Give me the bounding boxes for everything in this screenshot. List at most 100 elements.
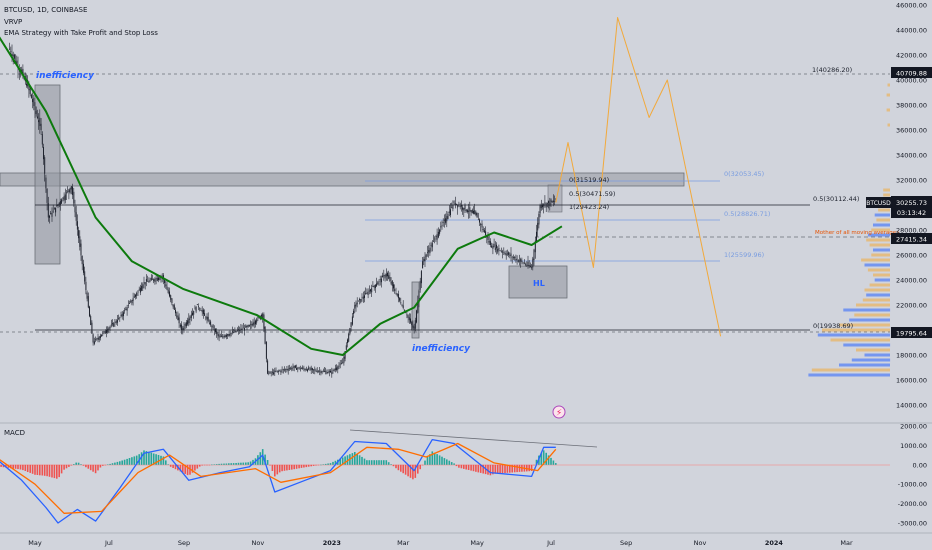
candle-body xyxy=(345,345,347,350)
ema-line[interactable] xyxy=(0,36,563,356)
candle-body xyxy=(90,316,92,325)
macd-histogram-bar xyxy=(535,459,538,465)
candle-body xyxy=(362,296,364,299)
macd-tick-label: 1000.00 xyxy=(900,442,927,450)
lightning-event-icon[interactable]: ⚡ xyxy=(552,405,566,419)
macd-histogram-bar xyxy=(63,464,65,470)
candle-body xyxy=(175,309,176,314)
candle-body xyxy=(445,218,447,223)
candle-body xyxy=(89,306,90,317)
macd-tick-label: -1000.00 xyxy=(898,481,927,489)
drawings[interactable] xyxy=(0,84,685,339)
indicator-vrvp[interactable]: VRVP xyxy=(4,18,22,26)
indicator-ema[interactable]: EMA Strategy with Take Profit and Stop L… xyxy=(4,29,158,37)
volume-profile-bar xyxy=(864,353,890,357)
macd-histogram-bar xyxy=(312,464,315,466)
macd-histogram-bar xyxy=(51,464,53,478)
candle-body xyxy=(496,244,497,249)
symbol-line[interactable]: BTCUSD, 1D, COINBASE xyxy=(4,6,87,14)
macd-histogram-bar xyxy=(85,464,87,468)
macd-histogram-bar xyxy=(242,462,245,465)
volume-profile-bar xyxy=(874,213,890,217)
price-axis[interactable]: 46000.00 44000.00 42000.00 40000.00 38000.00… xyxy=(896,2,927,410)
macd-histogram-bar xyxy=(266,460,269,465)
macd-line[interactable] xyxy=(0,438,556,524)
macd-histogram-bar xyxy=(506,464,509,473)
candle-body xyxy=(410,318,411,323)
hl-box[interactable] xyxy=(508,265,568,299)
candle-body xyxy=(302,367,304,369)
candle-body xyxy=(334,368,336,370)
candle-body xyxy=(288,368,290,370)
time-axis[interactable]: May Jul Sep Nov 2023 Mar May Jul Sep Nov 2024 Mar xyxy=(28,539,853,547)
candle-body xyxy=(149,280,151,281)
volume-profile-bar xyxy=(871,253,890,257)
candle-body xyxy=(275,371,277,372)
candle-body xyxy=(96,338,98,340)
candle-body xyxy=(154,278,156,282)
divergence-trendline[interactable] xyxy=(349,429,598,448)
candle-body xyxy=(299,368,301,370)
candle-body xyxy=(446,216,448,222)
projection-path[interactable] xyxy=(555,17,722,337)
x-tick-label: May xyxy=(28,539,42,547)
inefficiency-box-bottom[interactable] xyxy=(411,281,420,339)
candle-body xyxy=(131,300,133,304)
candle-body xyxy=(435,236,437,237)
volume-profile-bar xyxy=(869,243,890,247)
macd-pane: MACD xyxy=(0,429,890,524)
macd-histogram-bar xyxy=(22,464,24,471)
candle-body xyxy=(55,207,57,213)
macd-histogram-bar xyxy=(92,464,94,472)
candle-body xyxy=(418,290,420,303)
candle-body xyxy=(252,322,254,326)
candle-body xyxy=(10,51,12,52)
macd-axis[interactable]: 2000.00 1000.00 0.00 -1000.00 -2000.00 -3000.… xyxy=(898,423,927,528)
candle-body xyxy=(47,203,49,218)
macd-histogram-bar xyxy=(303,464,305,468)
macd-histogram-bar xyxy=(94,464,97,474)
candle-body xyxy=(236,330,238,332)
x-tick-label: 2023 xyxy=(323,539,341,547)
macd-histogram-bar xyxy=(555,463,557,465)
macd-histogram-bar xyxy=(65,464,68,469)
candle-body xyxy=(265,341,267,359)
candle-body xyxy=(310,367,312,370)
candle-body xyxy=(551,201,553,203)
macd-histogram-bar xyxy=(184,464,186,474)
signal-line[interactable] xyxy=(0,442,557,514)
candle-body xyxy=(344,351,346,359)
y-tick-label: 16000.00 xyxy=(896,377,927,385)
macd-histogram-bar xyxy=(271,464,274,471)
macd-label[interactable]: MACD xyxy=(4,429,25,437)
candle-body xyxy=(371,288,373,293)
candle-body xyxy=(447,213,449,219)
candle-body xyxy=(503,252,505,253)
candle-body xyxy=(278,371,279,372)
candle-body xyxy=(156,277,158,281)
candle-body xyxy=(511,256,513,258)
candle-body xyxy=(326,372,328,374)
macd-histogram-bar xyxy=(300,464,303,468)
badge-last-bg xyxy=(891,196,932,218)
candle-body xyxy=(85,281,87,291)
macd-histogram-bar xyxy=(249,461,252,465)
macd-histogram-bar xyxy=(317,464,320,466)
candle-body xyxy=(281,369,283,371)
badge-countdown: 03:13:42 xyxy=(897,209,926,217)
candle-body xyxy=(414,320,416,329)
candle-body xyxy=(121,314,123,317)
candle-body xyxy=(486,236,488,238)
candle-body xyxy=(279,370,281,372)
candle-body xyxy=(190,314,192,318)
inefficiency-box-top[interactable] xyxy=(34,84,61,265)
candle-body xyxy=(98,336,100,340)
x-tick-label: Nov xyxy=(252,539,265,547)
volume-profile-bar xyxy=(839,323,890,327)
candle-body xyxy=(116,319,118,323)
macd-histogram-bar xyxy=(186,464,189,476)
resistance-zone[interactable] xyxy=(0,172,685,187)
candle-body xyxy=(390,281,392,284)
candle-body xyxy=(399,297,401,301)
